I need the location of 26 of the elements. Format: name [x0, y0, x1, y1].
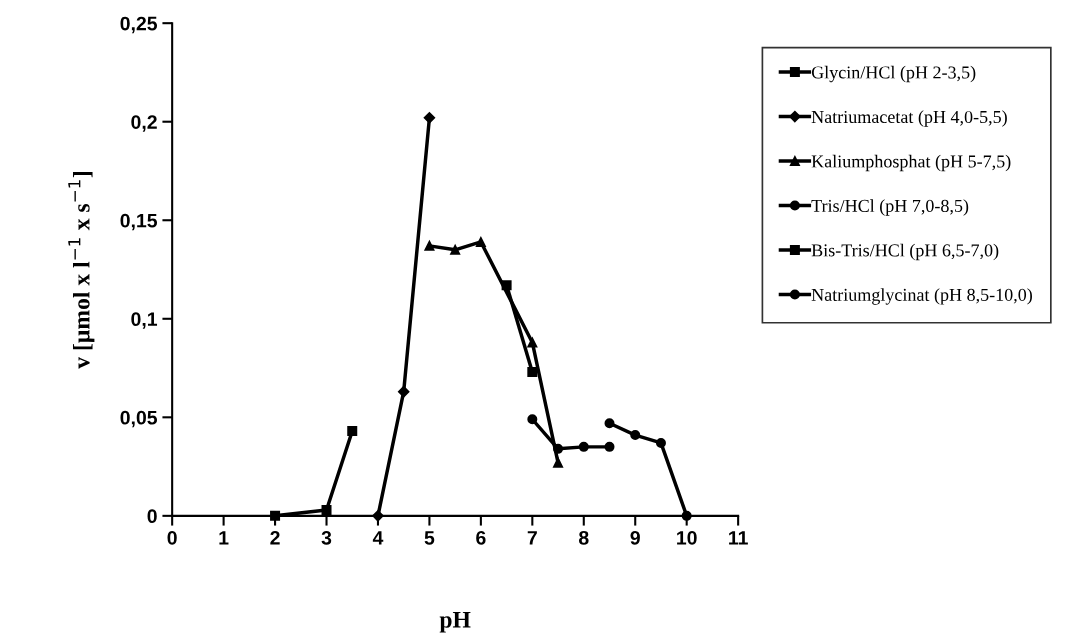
- x-tick-label: 0: [167, 530, 177, 545]
- x-tick-label: 5: [424, 531, 435, 545]
- legend-label: Kaliumphosphat (pH 5-7,5): [811, 154, 1011, 172]
- legend-label: Tris/HCl (pH 7,0-8,5): [811, 199, 969, 216]
- y-axis-title: v [µmol x l$^{−1}$ x s$^{−1}$]: [68, 172, 95, 369]
- x-tick-label: 9: [630, 530, 640, 545]
- y-tick-label: 0: [147, 509, 157, 524]
- legend-label: Natriumacetat (pH 4,0-5,5): [811, 110, 1007, 127]
- y-tick-label: 0,2: [131, 115, 157, 132]
- legend-label: Bis-Tris/HCl (pH 6,5-7,0): [811, 243, 999, 261]
- legend-label: Natriumglycinat (pH 8,5-10,0): [811, 288, 1032, 305]
- x-tick-label: 10: [677, 530, 697, 545]
- x-tick-label: 3: [321, 530, 332, 545]
- x-tick-label: 4: [372, 531, 384, 545]
- legend-label: Glycin/HCl (pH 2-3,5): [811, 65, 976, 83]
- x-tick-label: 8: [578, 530, 589, 545]
- x-tick-label: 2: [270, 530, 280, 545]
- y-tick-label: 0,15: [120, 213, 158, 231]
- y-tick-label: 0,05: [120, 410, 158, 428]
- x-axis-title: pH: [439, 611, 471, 633]
- y-tick-label: 0,25: [120, 16, 158, 34]
- x-tick-label: 11: [729, 531, 748, 545]
- x-tick-label: 7: [527, 531, 537, 545]
- x-tick-label: 1: [219, 531, 229, 545]
- x-tick-label: 6: [476, 530, 486, 545]
- y-tick-label: 0,1: [131, 312, 158, 329]
